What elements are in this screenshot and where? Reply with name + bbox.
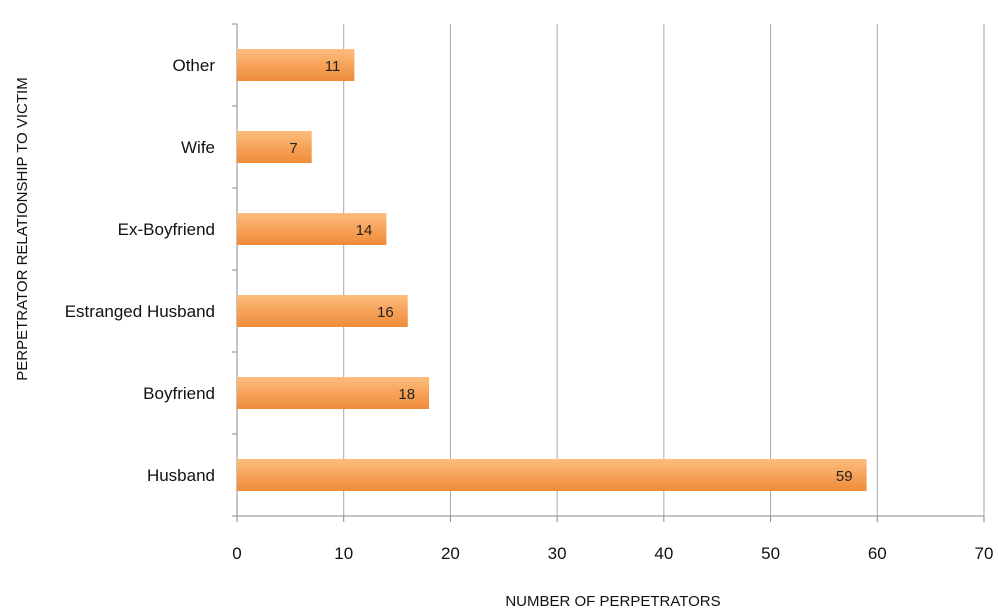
labels: 0 10 20 30 40 50 60 70 Other 11 Wife 7 Ex-Boyfriend 1…	[65, 56, 994, 563]
bars	[237, 49, 867, 491]
category-label: Husband	[147, 466, 215, 485]
bar	[237, 459, 867, 491]
x-tick-label: 60	[868, 544, 887, 563]
bar	[237, 49, 355, 81]
x-axis-title: NUMBER OF PERPETRATORS	[505, 593, 720, 610]
x-tick-label: 70	[975, 544, 994, 563]
value-label: 59	[836, 468, 853, 485]
x-tick-label: 50	[761, 544, 780, 563]
value-label: 11	[325, 58, 341, 75]
x-tick-label: 40	[654, 544, 673, 563]
x-tick-label: 30	[548, 544, 567, 563]
bar	[237, 131, 312, 163]
y-axis-title: PERPETRATOR RELATIONSHIP TO VICTIM	[14, 77, 31, 380]
x-tick-label: 0	[232, 544, 241, 563]
category-label: Wife	[181, 138, 215, 157]
bar	[237, 377, 430, 409]
axes	[232, 23, 985, 522]
bar	[237, 295, 408, 327]
x-tick-label: 20	[441, 544, 460, 563]
value-label: 7	[289, 140, 297, 157]
bar	[237, 213, 387, 245]
category-label: Ex-Boyfriend	[118, 220, 215, 239]
x-tick-label: 10	[334, 544, 353, 563]
category-label: Other	[172, 56, 215, 75]
value-label: 18	[398, 386, 415, 403]
value-label: 14	[356, 222, 373, 239]
category-label: Estranged Husband	[65, 302, 215, 321]
category-label: Boyfriend	[143, 384, 215, 403]
grid-lines	[343, 24, 985, 516]
value-label: 16	[377, 304, 394, 321]
